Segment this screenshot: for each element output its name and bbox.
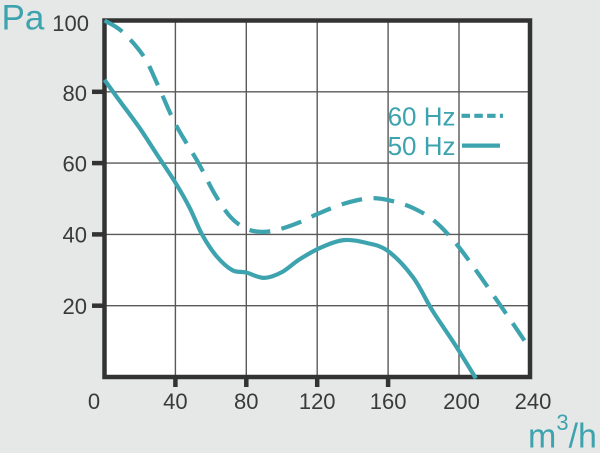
svg-text:120: 120 bbox=[299, 389, 336, 414]
svg-text:60: 60 bbox=[63, 151, 87, 176]
svg-text:50 Hz: 50 Hz bbox=[388, 131, 456, 161]
svg-text:20: 20 bbox=[63, 294, 87, 319]
svg-text:80: 80 bbox=[63, 81, 87, 106]
svg-text:200: 200 bbox=[443, 389, 480, 414]
svg-text:60 Hz: 60 Hz bbox=[388, 102, 456, 132]
svg-text:40: 40 bbox=[63, 223, 87, 248]
svg-text:100: 100 bbox=[52, 11, 89, 36]
svg-text:Pa: Pa bbox=[2, 0, 45, 38]
svg-text:160: 160 bbox=[370, 389, 407, 414]
svg-text:240: 240 bbox=[515, 389, 552, 414]
svg-text:40: 40 bbox=[163, 389, 187, 414]
svg-text:0: 0 bbox=[88, 389, 100, 414]
svg-text:80: 80 bbox=[234, 389, 258, 414]
